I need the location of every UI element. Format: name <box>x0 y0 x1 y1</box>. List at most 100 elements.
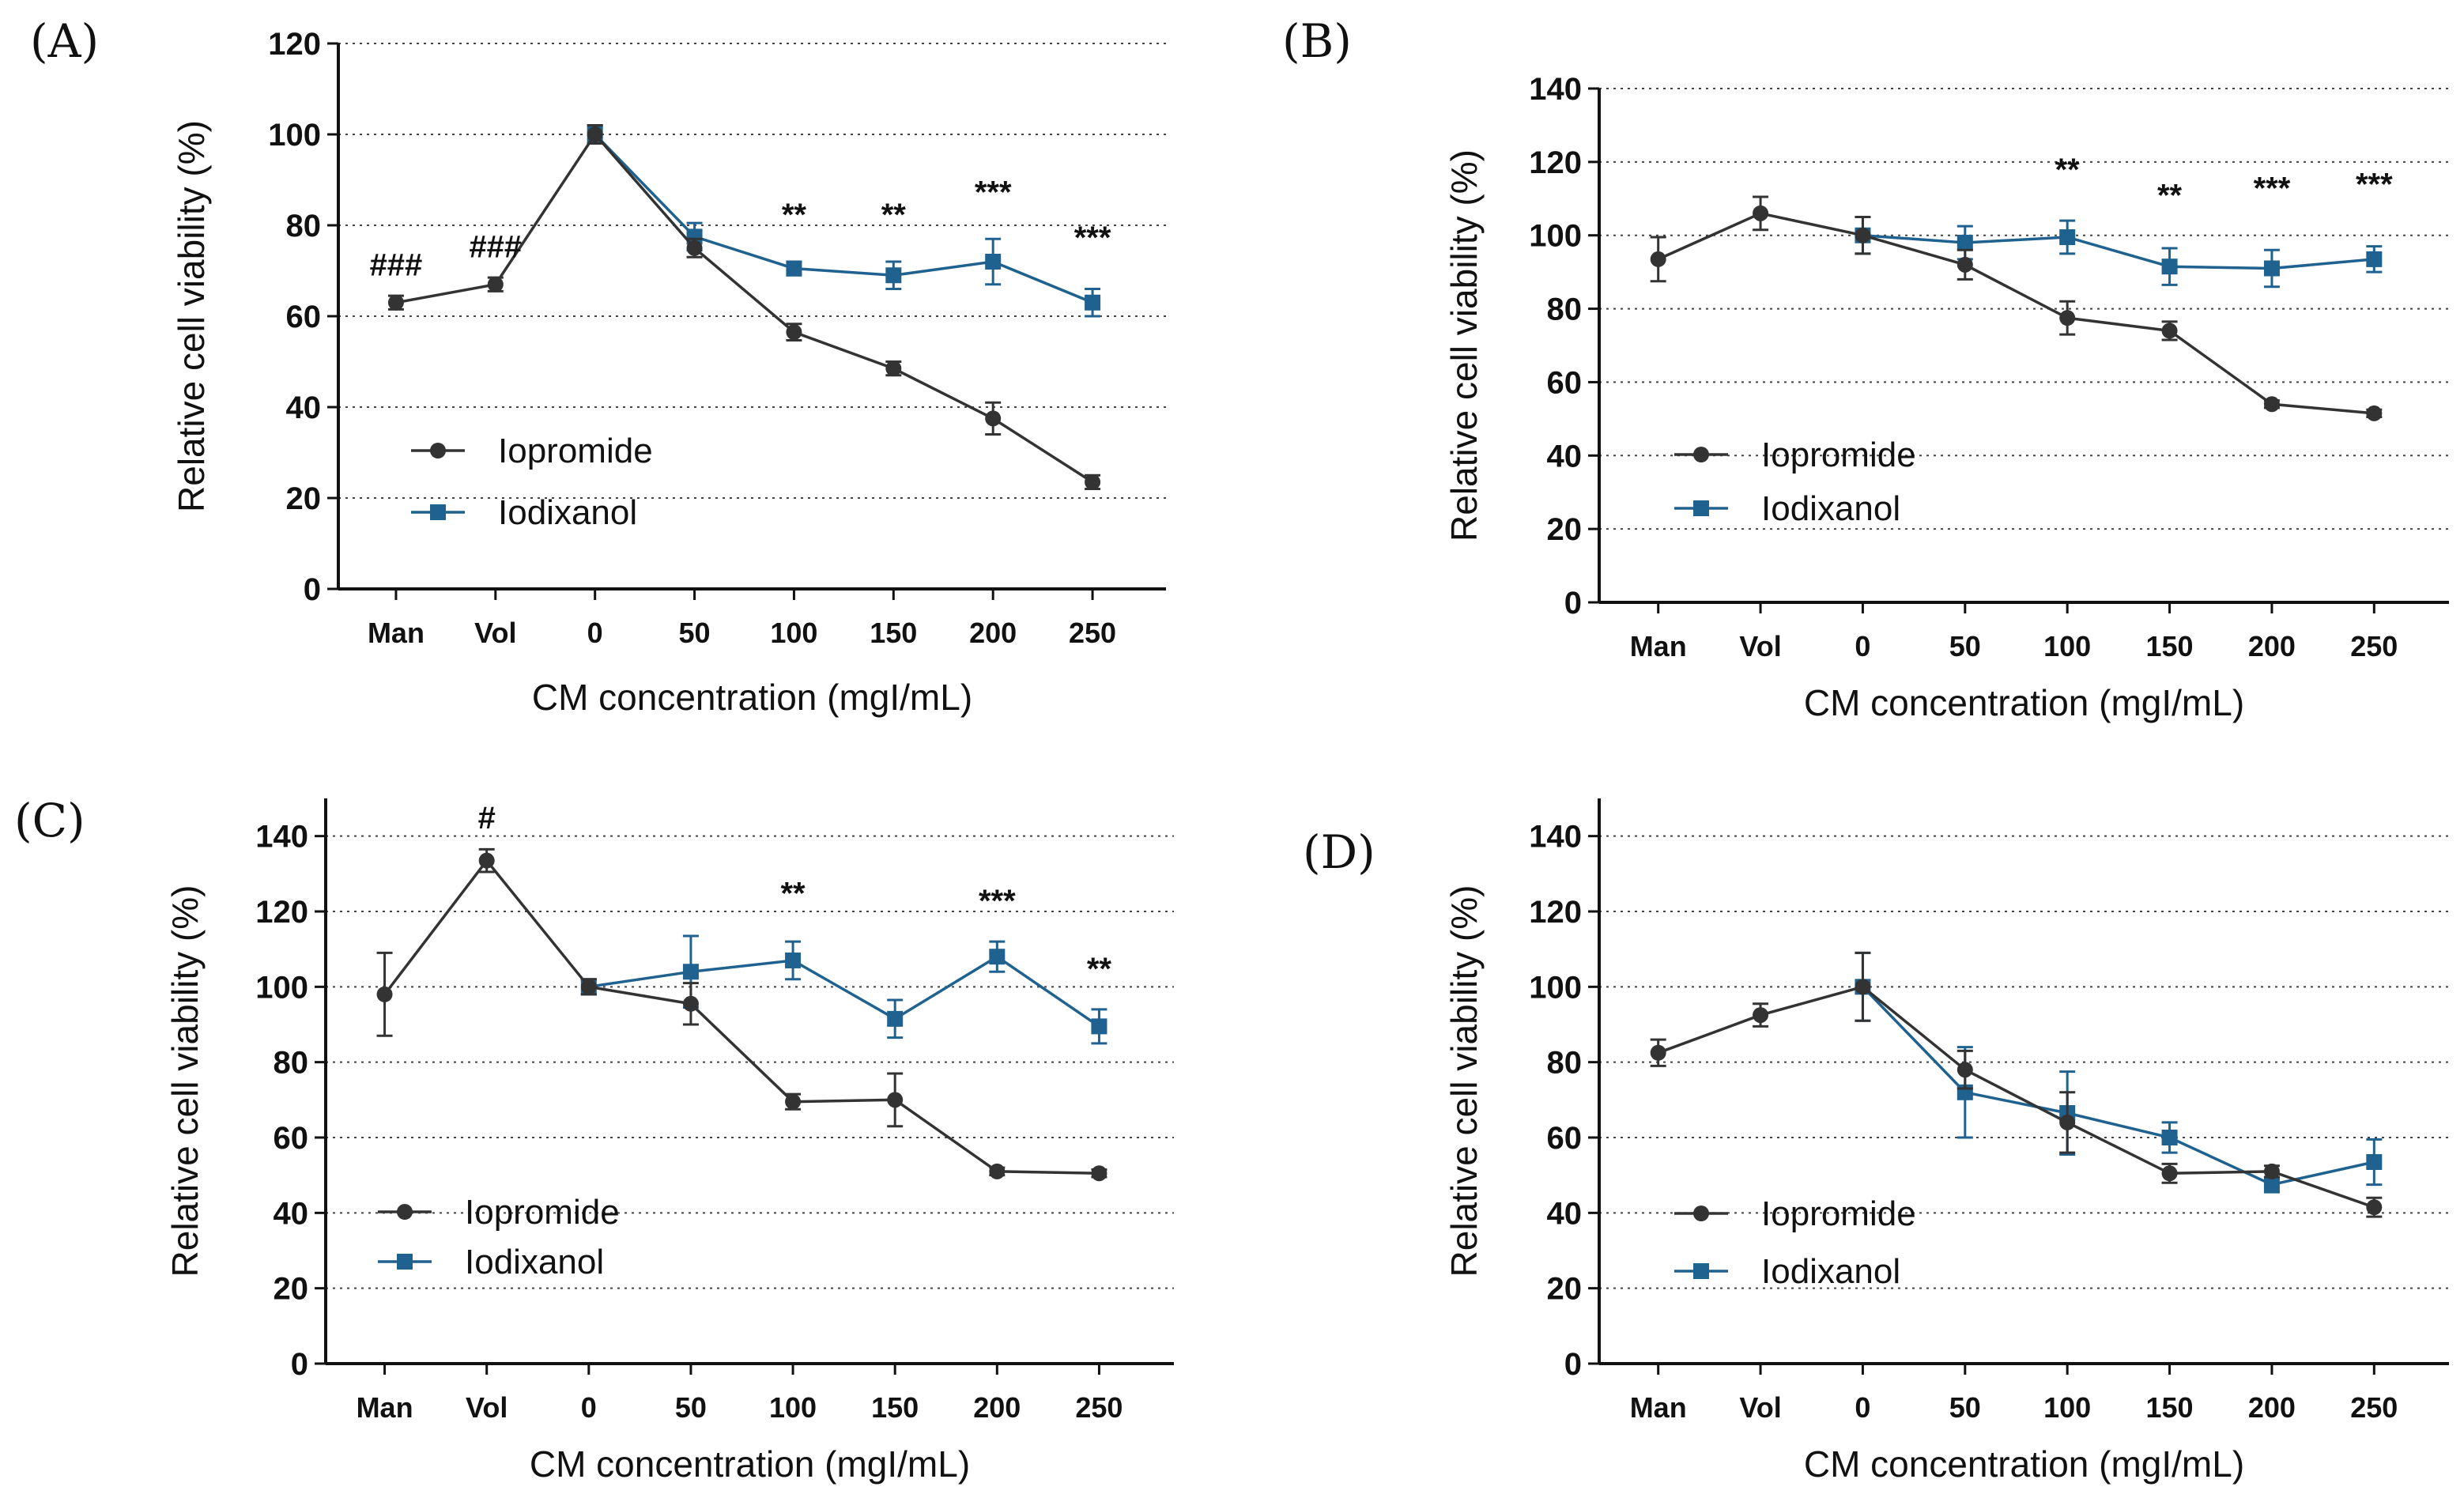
x-tick-label: 0 <box>1855 630 1870 662</box>
data-point-iopromide <box>387 294 404 311</box>
data-point-iopromide <box>989 1163 1006 1179</box>
data-point-iopromide <box>1855 979 1871 995</box>
data-point-iopromide <box>2263 396 2280 413</box>
data-point-iopromide <box>2366 1199 2383 1216</box>
y-tick-label: 60 <box>1547 1121 1583 1156</box>
data-point-iodixanol <box>2059 229 2076 246</box>
y-tick-label: 100 <box>1529 970 1582 1005</box>
x-axis-title: CM concentration (mgI/mL) <box>1804 682 2244 723</box>
data-point-iodixanol <box>785 952 802 968</box>
y-tick-label: 60 <box>1547 365 1583 400</box>
y-tick-label: 0 <box>1564 586 1582 621</box>
series-line-iodixanol <box>588 955 1100 1028</box>
y-tick-label: 80 <box>274 1046 309 1081</box>
x-tick-label: 150 <box>2146 1391 2194 1424</box>
x-tick-label: 150 <box>870 617 917 649</box>
series-line-iopromide <box>1658 985 2375 1209</box>
panel-letter: (D) <box>1303 825 1375 879</box>
data-point-iodixanol <box>989 949 1006 965</box>
data-point-iopromide <box>686 240 703 256</box>
data-point-iodixanol <box>682 964 699 980</box>
legend-label: Iodixanol <box>498 493 637 532</box>
x-tick-label: Vol <box>474 617 516 649</box>
x-tick-label: 100 <box>2043 1391 2091 1424</box>
x-axis-title: CM concentration (mgI/mL) <box>532 677 972 718</box>
y-tick-label: 20 <box>1547 512 1583 547</box>
data-point-iopromide <box>587 126 603 142</box>
data-point-iopromide <box>885 360 902 377</box>
significance-marker: *** <box>1074 221 1111 255</box>
x-tick-label: 50 <box>675 1391 707 1424</box>
data-point-iodixanol <box>1091 1018 1107 1035</box>
y-tick-label: 100 <box>255 970 308 1005</box>
panel-d: (D) 0 20 40 60 80 100 120 140 Man Vol 0 50 100 150 200 2… <box>1303 798 2449 1485</box>
data-point-iopromide <box>1753 205 1769 221</box>
x-tick-label: 250 <box>1069 617 1116 649</box>
y-tick-label: 80 <box>1547 1046 1583 1081</box>
x-tick-label: 100 <box>769 1391 817 1424</box>
data-point-iopromide <box>985 410 1002 427</box>
x-tick-label: 100 <box>770 617 817 649</box>
legend-marker <box>1693 1206 1709 1221</box>
y-tick-label: 60 <box>286 300 322 334</box>
panel-b: (B) 0 20 40 60 80 100 120 140 Man Vol 0 50 100 150 200 2… <box>1282 14 2449 723</box>
significance-marker: *** <box>2356 168 2393 202</box>
data-point-iodixanol <box>2161 258 2178 275</box>
legend-label: Iopromide <box>498 432 653 470</box>
data-point-iopromide <box>786 324 802 341</box>
panel-a: (A) 0 20 40 60 80 100 120 Man Vol 0 50 100 150 200 250 C… <box>30 14 1166 718</box>
y-tick-label: 20 <box>274 1272 309 1307</box>
significance-marker: ** <box>881 198 907 232</box>
data-point-iodixanol <box>786 260 802 277</box>
x-tick-label: Man <box>1630 1391 1687 1424</box>
y-tick-label: 80 <box>1547 292 1583 327</box>
data-point-iodixanol <box>1956 235 1973 251</box>
series-line-iodixanol <box>594 133 1093 304</box>
x-axis-title: CM concentration (mgI/mL) <box>530 1443 970 1485</box>
data-point-iopromide <box>2366 405 2383 421</box>
significance-marker: *** <box>975 175 1012 209</box>
legend-label: Iodixanol <box>1761 489 1900 528</box>
y-tick-label: 140 <box>1529 820 1582 855</box>
panel-letter: (C) <box>14 794 85 847</box>
x-tick-label: 50 <box>1949 630 1981 662</box>
x-tick-label: 100 <box>2043 630 2091 662</box>
y-axis-title: Relative cell viability (%) <box>164 885 206 1277</box>
legend-label: Iopromide <box>1761 436 1916 474</box>
y-tick-label: 140 <box>1529 72 1582 107</box>
x-tick-label: Man <box>357 1391 413 1424</box>
y-tick-label: 100 <box>268 118 321 153</box>
x-tick-label: 250 <box>2350 1391 2398 1424</box>
x-tick-label: 50 <box>1949 1391 1981 1424</box>
significance-marker: *** <box>2254 171 2291 206</box>
y-tick-label: 120 <box>255 895 308 930</box>
x-tick-label: Vol <box>1739 630 1781 662</box>
significance-marker: ### <box>370 247 423 282</box>
legend-label: Iodixanol <box>465 1243 604 1281</box>
data-point-iopromide <box>2263 1163 2280 1179</box>
data-point-iodixanol <box>887 1010 904 1027</box>
data-point-iopromide <box>1085 474 1101 490</box>
significance-marker: ** <box>780 876 806 911</box>
y-tick-label: 0 <box>1564 1347 1582 1382</box>
y-tick-label: 100 <box>1529 219 1582 254</box>
y-tick-label: 40 <box>1547 439 1583 474</box>
data-point-iodixanol <box>2366 1153 2383 1170</box>
y-tick-label: 20 <box>286 481 322 516</box>
y-tick-label: 0 <box>291 1347 308 1382</box>
y-axis-title: Relative cell viability (%) <box>1443 885 1485 1277</box>
legend-label: Iodixanol <box>1761 1252 1900 1291</box>
legend-marker <box>1693 447 1709 462</box>
x-tick-label: Vol <box>1739 1391 1781 1424</box>
series-line-iopromide <box>395 132 1094 484</box>
data-point-iopromide <box>682 995 699 1012</box>
significance-marker: ** <box>2157 179 2183 213</box>
data-point-iodixanol <box>686 228 703 245</box>
x-tick-label: 0 <box>1855 1391 1870 1424</box>
x-tick-label: Vol <box>466 1391 508 1424</box>
legend-label: Iopromide <box>1761 1194 1916 1233</box>
x-tick-label: 250 <box>2350 630 2398 662</box>
x-tick-label: 250 <box>1075 1391 1123 1424</box>
x-tick-label: Man <box>1630 630 1687 662</box>
data-point-iopromide <box>2059 1114 2076 1130</box>
